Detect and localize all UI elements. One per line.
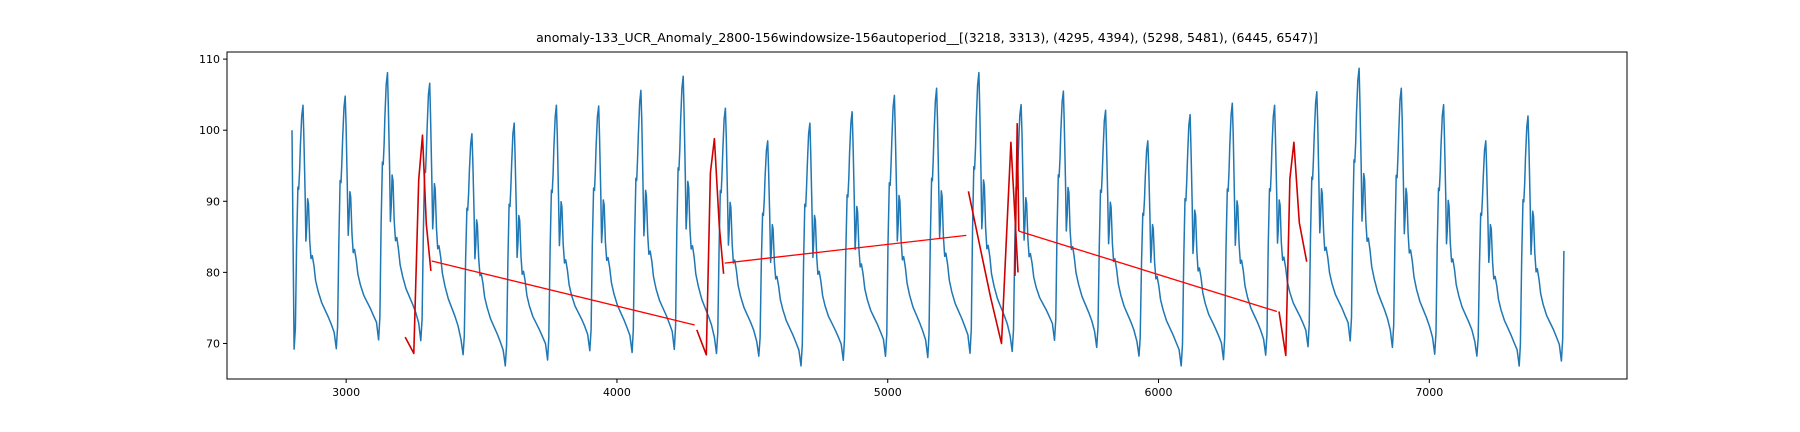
anomaly-window-line: [967, 141, 1019, 345]
x-tick-label: 7000: [1415, 386, 1443, 399]
y-axis: 70 80 90 100 110: [199, 53, 227, 350]
x-tick-label: 6000: [1145, 386, 1173, 399]
anomaly-spike-line: [1014, 123, 1020, 276]
y-tick-label: 90: [206, 195, 220, 208]
chart-title: anomaly-133_UCR_Anomaly_2800-156windowsi…: [536, 30, 1318, 45]
y-tick-label: 80: [206, 266, 220, 279]
y-tick-label: 100: [199, 124, 220, 137]
anomaly-window-line: [404, 134, 432, 355]
anomaly-connector-line: [724, 234, 967, 264]
plot-area: [291, 67, 1565, 367]
x-tick-label: 3000: [332, 386, 360, 399]
y-tick-label: 110: [199, 53, 220, 66]
y-tick-label: 70: [206, 337, 220, 350]
anomaly-window-line: [696, 137, 725, 356]
series-line-main: [291, 67, 1565, 367]
anomaly-window-line: [1278, 141, 1308, 357]
x-axis: 3000 4000 5000 6000 7000: [332, 379, 1443, 399]
x-tick-label: 5000: [874, 386, 902, 399]
anomaly-connector-line: [431, 260, 695, 326]
x-tick-label: 4000: [603, 386, 631, 399]
anomaly-connector-line: [1018, 230, 1278, 313]
axes-frame: [226, 51, 1628, 380]
